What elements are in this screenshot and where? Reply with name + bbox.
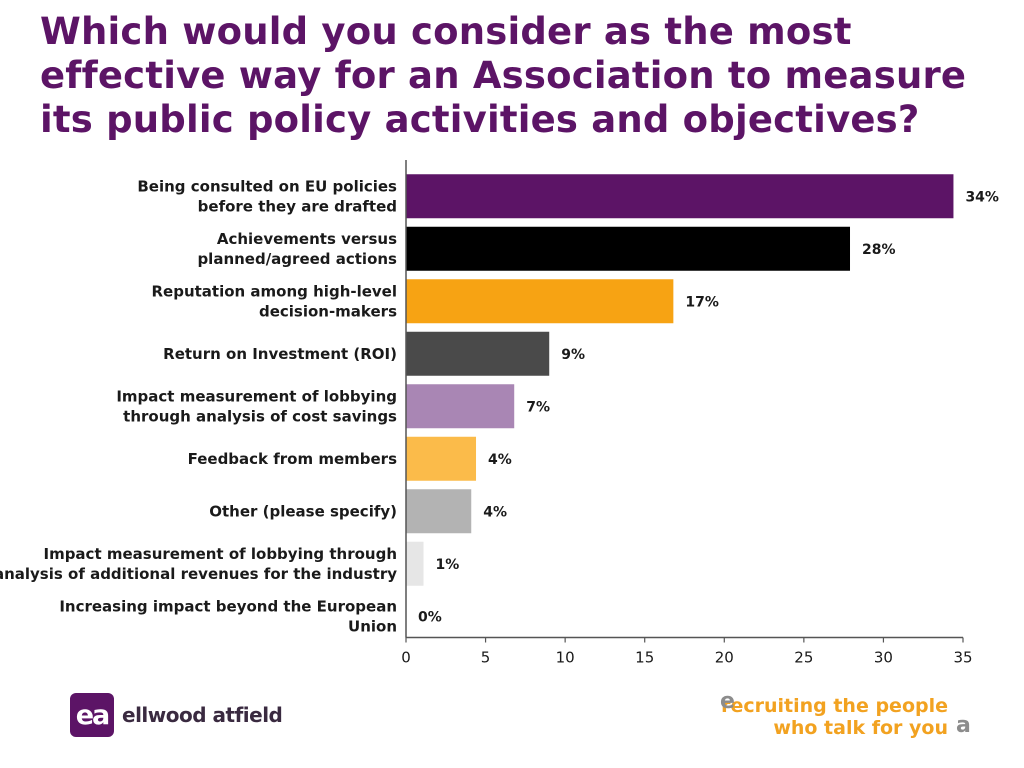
close-quote-mark: a [956, 713, 971, 738]
bar-3 [406, 331, 550, 376]
bar-0 [406, 174, 954, 219]
x-tick-label-2: 10 [556, 649, 575, 667]
chart-title: Which would you consider as the most eff… [40, 10, 967, 141]
bar-1 [406, 226, 851, 271]
value-label-4: 7% [526, 399, 550, 415]
open-quote-mark: e [720, 689, 735, 714]
x-tick-label-7: 35 [953, 649, 972, 667]
x-tick-label-5: 25 [794, 649, 813, 667]
value-label-5: 4% [488, 452, 512, 468]
category-label-3: Return on Investment (ROI) [163, 345, 397, 363]
value-label-0: 34% [965, 189, 999, 205]
value-label-7: 1% [436, 557, 460, 573]
value-label-1: 28% [862, 242, 896, 258]
value-label-6: 4% [483, 504, 507, 520]
bar-7 [406, 541, 424, 586]
category-label-6: Other (please specify) [209, 502, 397, 520]
x-tick-label-0: 0 [401, 649, 411, 667]
bar-2 [406, 279, 674, 324]
category-label-7: Impact measurement of lobbying through an… [0, 545, 397, 583]
x-tick-label-1: 5 [481, 649, 491, 667]
category-label-8: Increasing impact beyond the European Uni… [59, 597, 397, 635]
bar-chart: 34% Being consulted on EU policies before … [0, 160, 999, 667]
x-tick-label-6: 30 [874, 649, 893, 667]
tagline-line-1: recruiting the people [721, 695, 948, 717]
value-label-2: 17% [685, 294, 719, 310]
category-label-2: Reputation among high-level decision-make… [151, 282, 397, 320]
tagline-line-2: who talk for you [773, 717, 948, 739]
bar-5 [406, 436, 477, 481]
ellwood-atfield-logo: ea ellwood atfield [70, 693, 283, 737]
bar-4 [406, 384, 515, 429]
bar-6 [406, 489, 472, 534]
value-label-3: 9% [561, 347, 585, 363]
value-label-8: 0% [418, 609, 442, 625]
category-label-4: Impact measurement of lobbying through an… [116, 387, 397, 425]
category-label-1: Achievements versus planned/agreed action… [197, 230, 397, 268]
ea-logo-icon: ea [70, 693, 114, 737]
x-tick-label-4: 20 [715, 649, 734, 667]
category-label-0: Being consulted on EU policies before the… [137, 177, 397, 215]
category-label-5: Feedback from members [188, 450, 397, 468]
tagline: e recruiting the people who talk for you… [720, 689, 980, 739]
x-tick-label-3: 15 [635, 649, 654, 667]
logo-wordmark: ellwood atfield [122, 703, 283, 727]
